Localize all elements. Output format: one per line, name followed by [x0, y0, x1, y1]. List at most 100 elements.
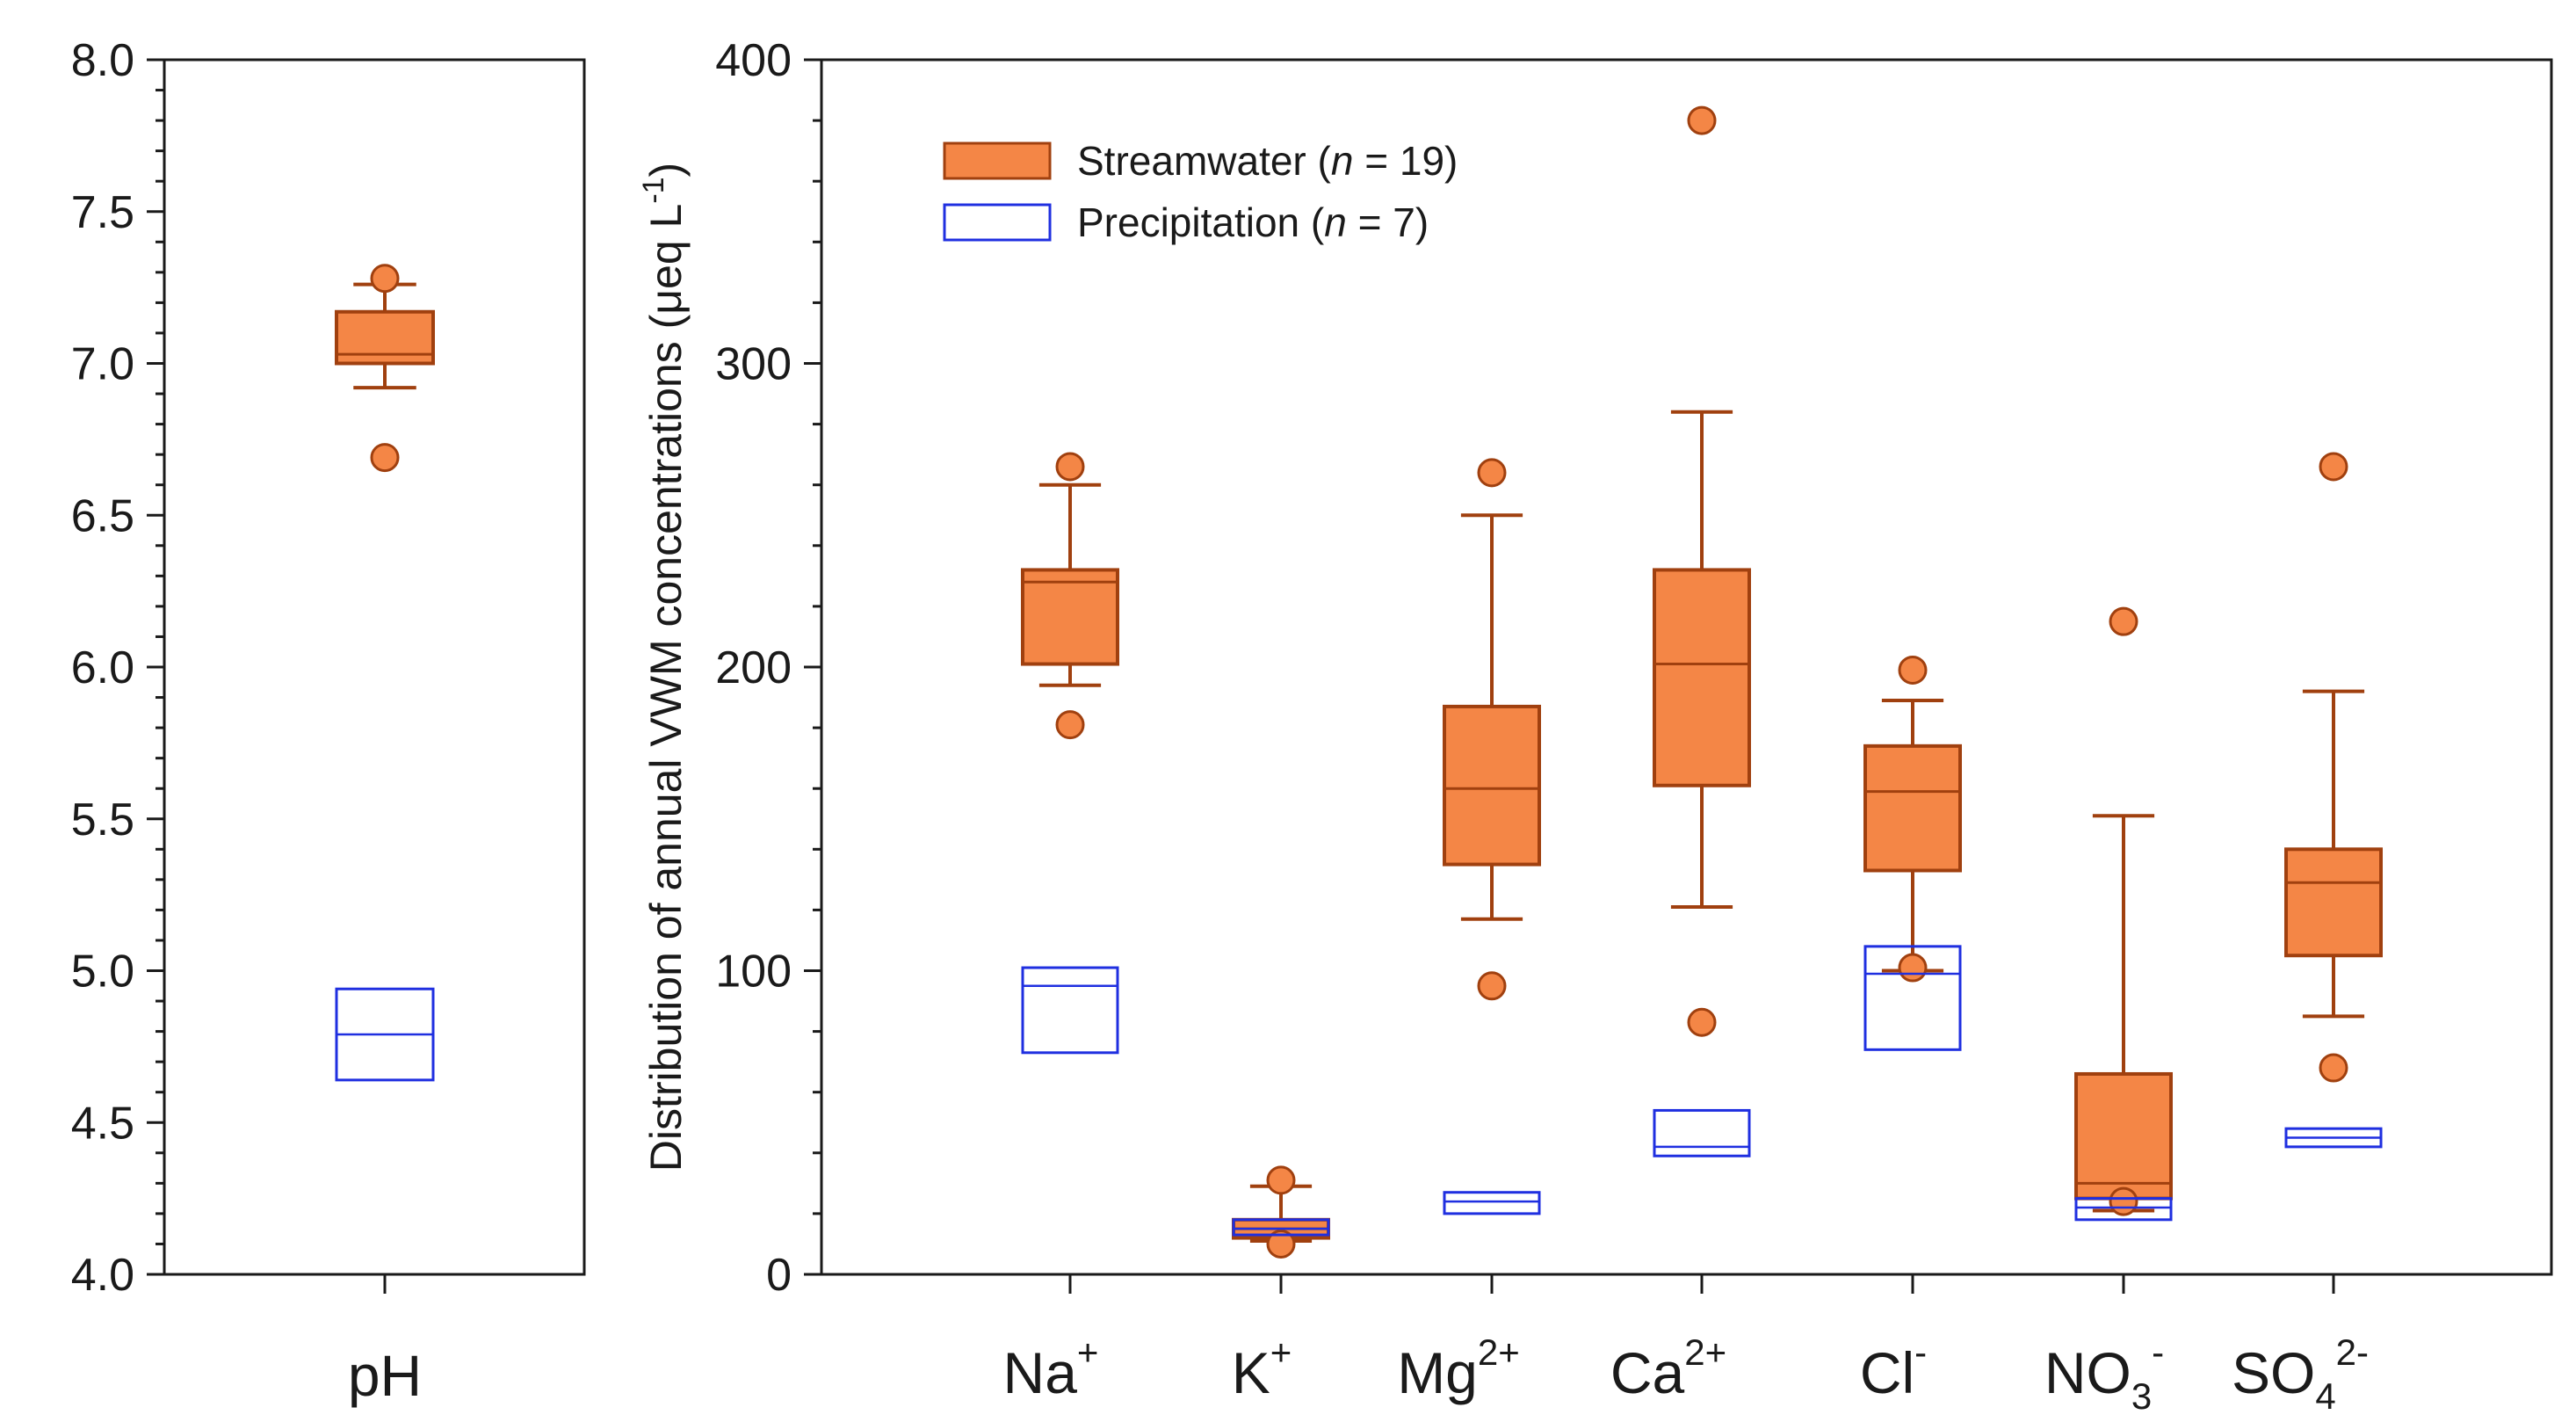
streamwater-outlier [1898, 953, 1928, 983]
streamwater-outlier [1055, 452, 1085, 482]
category-base: Cl [1860, 1340, 1914, 1405]
x-category-label: pH [348, 1343, 422, 1408]
streamwater-outlier [2109, 1186, 2138, 1216]
y-tick-label: 0 [766, 1250, 792, 1301]
streamwater-outlier [1477, 971, 1507, 1001]
legend-label-post: = 7) [1347, 200, 1429, 245]
x-category-label: Cl- [1860, 1331, 1927, 1405]
x-category-label: Ca2+ [1610, 1331, 1726, 1405]
y-tick-label: 7.0 [71, 339, 134, 390]
ph-precipitation-boxplot [335, 987, 435, 1082]
legend-label-pre: Precipitation ( [1077, 200, 1325, 245]
category-base: NO [2044, 1340, 2131, 1405]
y-axis-label-superscript: -1 [637, 177, 670, 203]
streamwater-outlier [370, 443, 400, 473]
precipitation-boxplot [1443, 1191, 1541, 1215]
streamwater-boxplot [2074, 606, 2173, 1216]
legend-label: Precipitation (n = 7) [1077, 200, 1429, 245]
y-tick-label: 200 [715, 642, 792, 693]
streamwater-box [1443, 704, 1541, 867]
streamwater-boxplot [1443, 458, 1541, 1001]
category-superscript: - [2152, 1331, 2164, 1373]
streamwater-outlier [1477, 458, 1507, 488]
streamwater-box [1863, 744, 1962, 873]
streamwater-box [335, 309, 435, 366]
y-tick-label: 100 [715, 947, 792, 998]
y-tick-label: 6.5 [71, 490, 134, 541]
streamwater-outlier [1266, 1165, 1296, 1195]
streamwater-outlier [2319, 452, 2348, 482]
streamwater-boxplot [1021, 452, 1119, 740]
streamwater-box [2284, 847, 2383, 958]
x-category-label: NO3- [2044, 1331, 2164, 1417]
streamwater-outlier [1687, 1007, 1717, 1037]
precipitation-boxplot [1863, 945, 1962, 1051]
precipitation-boxplot [2284, 1127, 2383, 1149]
streamwater-boxplot [2284, 452, 2383, 1083]
precipitation-box [1443, 1191, 1541, 1215]
y-tick-label: 5.0 [71, 947, 134, 998]
streamwater-outlier [1898, 655, 1928, 685]
category-superscript: 2+ [1478, 1331, 1520, 1373]
legend-label-pre: Streamwater ( [1077, 138, 1332, 184]
category-base: Ca [1610, 1340, 1685, 1405]
legend-label-n: n [1331, 138, 1354, 184]
category-superscript: + [1077, 1331, 1099, 1373]
precipitation-boxplot [2074, 1197, 2173, 1222]
streamwater-outlier [1055, 710, 1085, 740]
precipitation-boxplot [1653, 1108, 1751, 1157]
precipitation-box [1653, 1108, 1751, 1157]
category-base: Na [1003, 1340, 1078, 1405]
streamwater-outlier [1266, 1229, 1296, 1259]
legend: Streamwater (n = 19)Precipitation (n = 7… [943, 138, 1458, 245]
category-superscript: 2+ [1684, 1331, 1726, 1373]
legend-label-post: = 19) [1353, 138, 1458, 184]
category-subscript: 3 [2131, 1375, 2152, 1417]
y-tick-label: 6.0 [71, 642, 134, 693]
category-superscript: + [1270, 1331, 1292, 1373]
y-tick-label: 4.0 [71, 1250, 134, 1301]
ph-streamwater-boxplot [335, 264, 435, 473]
streamwater-box [1653, 568, 1751, 787]
streamwater-outlier [370, 264, 400, 294]
precipitation-box [1021, 966, 1119, 1055]
category-base: Mg [1397, 1340, 1478, 1405]
streamwater-boxplot [1863, 655, 1962, 983]
category-subscript: 4 [2315, 1375, 2335, 1417]
category-superscript: 2- [2336, 1331, 2369, 1373]
streamwater-box [1021, 568, 1119, 666]
legend-swatch-precipitation [943, 203, 1052, 242]
streamwater-boxplot [1653, 105, 1751, 1037]
category-base: K [1232, 1340, 1270, 1405]
x-category-label: Na+ [1003, 1331, 1099, 1405]
streamwater-boxplot [1232, 1165, 1330, 1259]
precipitation-boxplot [1021, 966, 1119, 1055]
y-tick-label: 300 [715, 339, 792, 390]
y-tick-label: 7.5 [71, 187, 134, 238]
x-category-label: SO42- [2232, 1331, 2369, 1417]
precipitation-box [2074, 1197, 2173, 1222]
legend-label: Streamwater (n = 19) [1077, 138, 1458, 184]
y-tick-label: 400 [715, 35, 792, 86]
streamwater-outlier [2319, 1053, 2348, 1083]
streamwater-outlier [1687, 105, 1717, 135]
legend-swatch-streamwater [943, 141, 1052, 180]
legend-label-n: n [1324, 200, 1347, 245]
streamwater-box [2074, 1071, 2173, 1201]
category-base: SO [2232, 1340, 2315, 1405]
y-axis-label-close: ) [641, 163, 691, 178]
y-axis-label: Distribution of annual VWM concentration… [637, 163, 691, 1172]
y-tick-label: 4.5 [71, 1098, 134, 1149]
precipitation-box [1863, 945, 1962, 1051]
ph-plot-frame [163, 58, 586, 1276]
y-tick-label: 5.5 [71, 794, 134, 845]
x-category-label: K+ [1232, 1331, 1292, 1405]
x-category-label: Mg2+ [1397, 1331, 1520, 1405]
streamwater-outlier [2109, 606, 2138, 636]
y-axis-label-main: Distribution of annual VWM concentration… [641, 204, 691, 1172]
precipitation-boxplot [1232, 1218, 1330, 1237]
precipitation-box [1232, 1218, 1330, 1237]
y-tick-label: 8.0 [71, 35, 134, 86]
category-superscript: - [1914, 1331, 1927, 1373]
